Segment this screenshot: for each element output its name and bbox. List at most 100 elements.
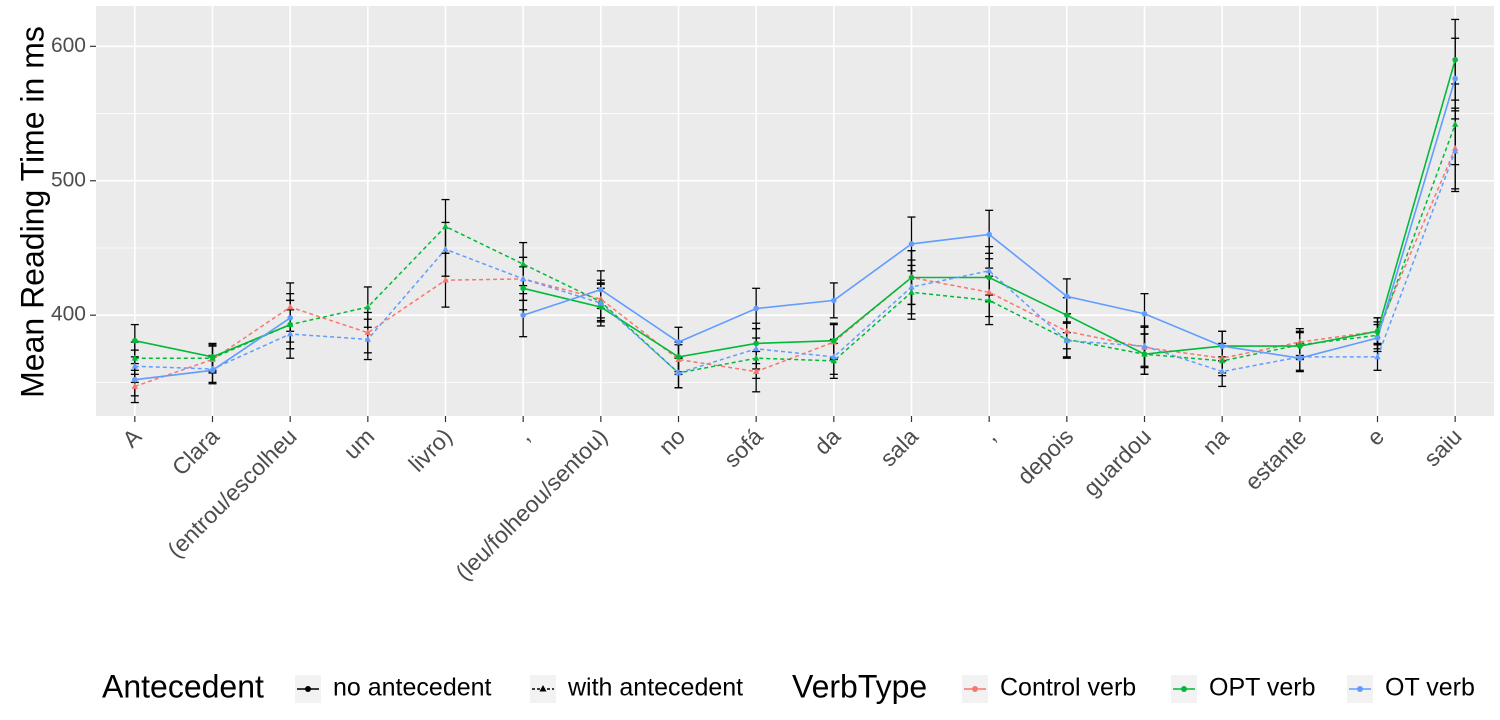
plot-panel <box>96 6 1494 416</box>
data-point <box>1218 357 1226 364</box>
legend-control-verb-label: Control verb <box>1000 674 1136 702</box>
data-point <box>985 288 993 295</box>
data-point <box>1296 353 1304 360</box>
data-point <box>132 376 138 383</box>
data-point <box>752 354 760 361</box>
data-point <box>519 260 527 267</box>
data-point <box>675 369 682 376</box>
data-point <box>598 304 604 310</box>
x-axis: A Clara(entrou/escolheu um livro) ,(leu/folh… <box>117 416 1467 585</box>
legend: Antecedent no antecedent with antecedent Ve… <box>102 668 1475 704</box>
data-point <box>985 267 993 274</box>
y-axis-title: Mean Reading Time in ms <box>14 26 50 398</box>
data-point <box>1451 120 1459 127</box>
series-line <box>134 150 1456 374</box>
legend-title-verbtype: VerbType <box>792 668 927 704</box>
data-point <box>597 299 605 306</box>
x-tick-label: e <box>1362 423 1389 450</box>
data-point <box>598 286 604 293</box>
series-line <box>134 148 1456 388</box>
x-tick-label: estante <box>1240 423 1312 495</box>
data-point <box>286 320 294 327</box>
data-point <box>1063 327 1071 334</box>
legend-no-antecedent-label: no antecedent <box>333 674 492 702</box>
data-point <box>1451 147 1459 154</box>
data-point <box>1219 343 1225 349</box>
legend-ot-verb-key-marker <box>1357 686 1363 692</box>
x-tick-label: (leu/folheou/sentou) <box>450 423 612 585</box>
data-point <box>831 297 837 304</box>
data-point <box>753 305 759 312</box>
data-point <box>1141 342 1148 349</box>
data-point <box>131 382 139 389</box>
series-points <box>131 56 1459 389</box>
x-tick-label: da <box>809 423 846 460</box>
data-point <box>286 303 294 310</box>
x-tick-label: sala <box>875 423 923 471</box>
data-point <box>986 231 992 238</box>
x-tick-label: (entrou/escolheu <box>162 423 302 563</box>
data-point <box>1374 335 1381 341</box>
data-point <box>752 345 760 352</box>
data-point <box>1141 350 1148 357</box>
data-point <box>830 353 838 360</box>
data-point <box>752 368 760 375</box>
data-point <box>908 288 915 295</box>
legend-opt-verb-label: OPT verb <box>1209 674 1316 702</box>
data-point <box>442 276 449 283</box>
data-point <box>908 283 915 290</box>
x-tick-label: saiu <box>1418 423 1466 471</box>
series-line <box>134 124 1456 374</box>
data-point <box>286 330 294 337</box>
data-point <box>131 354 139 361</box>
legend-no-antecedent-key-marker <box>305 686 311 692</box>
data-point <box>908 274 915 281</box>
x-tick-label: Clara <box>167 423 224 480</box>
data-point <box>1064 293 1070 300</box>
legend-control-verb-key-marker <box>972 686 978 692</box>
x-tick-label: A <box>117 423 147 453</box>
data-point <box>986 274 992 281</box>
data-point <box>442 222 449 229</box>
data-point <box>519 275 527 282</box>
data-point <box>985 296 993 303</box>
data-point <box>1452 56 1458 63</box>
data-point <box>830 357 838 364</box>
data-point <box>1374 353 1381 360</box>
x-tick-label: guardou <box>1078 423 1156 501</box>
legend-title-antecedent: Antecedent <box>102 668 264 704</box>
data-point <box>753 340 759 347</box>
data-point <box>1296 341 1304 348</box>
legend-with-antecedent-label: with antecedent <box>567 674 743 702</box>
y-tick-label: 400 <box>51 303 86 326</box>
y-axis: 400 500 600 <box>51 34 96 326</box>
y-tick-label: 600 <box>51 34 86 57</box>
data-point <box>1064 312 1070 318</box>
data-point <box>520 285 526 292</box>
y-tick-label: 500 <box>51 168 86 191</box>
data-point <box>209 354 216 361</box>
grid-minor <box>96 113 1494 383</box>
data-point <box>1374 328 1381 335</box>
data-point <box>675 354 682 360</box>
legend-with-antecedent-key-marker <box>539 685 547 692</box>
data-point <box>209 365 216 372</box>
data-point <box>364 329 372 336</box>
data-point <box>520 312 526 318</box>
data-point <box>1218 368 1226 375</box>
legend-opt-verb-key-marker <box>1181 686 1187 692</box>
data-point <box>364 303 372 310</box>
data-point <box>908 241 915 247</box>
data-point <box>1452 75 1458 82</box>
data-point <box>131 362 139 369</box>
x-tick-label: , <box>978 423 1001 446</box>
x-tick-label: livro) <box>403 423 457 477</box>
data-point <box>287 315 293 321</box>
x-tick-label: no <box>654 423 690 459</box>
data-point <box>1063 337 1071 344</box>
data-point <box>1141 311 1148 317</box>
x-tick-label: depois <box>1012 423 1078 489</box>
legend-ot-verb-label: OT verb <box>1385 674 1475 702</box>
data-point <box>442 245 449 252</box>
